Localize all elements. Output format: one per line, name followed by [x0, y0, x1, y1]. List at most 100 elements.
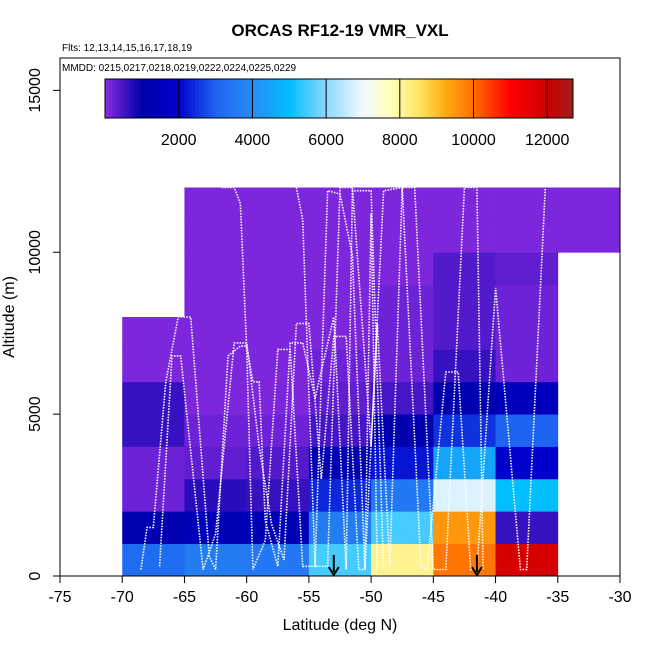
marker-arrow-head: [471, 566, 483, 577]
colorbar-segment: [227, 79, 232, 118]
flight-track-line: [140, 189, 385, 573]
colorbar-segment: [421, 79, 426, 118]
heatmap-cell: [495, 349, 559, 383]
x-tick-label: -60: [235, 589, 258, 606]
x-tick-label: -35: [546, 589, 569, 606]
colorbar-segment: [231, 79, 236, 118]
heatmap-cell: [184, 219, 248, 253]
heatmap-cell: [557, 219, 621, 253]
heatmap-cell: [495, 219, 559, 253]
colorbar-segment: [321, 79, 326, 118]
heatmap-cell: [184, 284, 248, 318]
colorbar-segment: [483, 79, 488, 118]
colorbar-segment: [238, 79, 243, 118]
colorbar-segment: [537, 79, 542, 118]
colorbar-segment: [137, 79, 142, 118]
colorbar-segment: [403, 79, 408, 118]
colorbar-segment: [475, 79, 480, 118]
colorbar-tick-label: 2000: [161, 132, 197, 149]
colorbar-segment: [511, 79, 516, 118]
heatmap-cell: [308, 543, 372, 577]
colorbar-segment: [223, 79, 228, 118]
colorbar-segment: [198, 79, 203, 118]
colorbar-segment: [519, 79, 524, 118]
colorbar-segment: [270, 79, 275, 118]
colorbar-segment: [457, 79, 462, 118]
colorbar-segment: [562, 79, 567, 118]
colorbar-segment: [105, 79, 110, 118]
colorbar-segment: [263, 79, 268, 118]
colorbar-segment: [544, 79, 549, 118]
heatmap-cell: [184, 414, 248, 447]
heatmap-cell: [308, 187, 372, 221]
colorbar-segment: [411, 79, 416, 118]
heatmap-cell: [495, 252, 559, 286]
colorbar-segment: [418, 79, 423, 118]
colorbar-segment: [529, 79, 534, 118]
flight-track-line: [158, 186, 547, 571]
colorbar-frame: [104, 78, 574, 119]
heatmap-cell: [495, 317, 559, 350]
colorbar-segment: [159, 79, 164, 118]
colorbar-segment: [436, 79, 441, 118]
colorbar-segment: [195, 79, 200, 118]
colorbar-segment: [450, 79, 455, 118]
colorbar-segment: [346, 79, 351, 118]
heatmap-cell: [122, 414, 185, 447]
colorbar-segment: [213, 79, 218, 118]
colorbar-segment: [306, 79, 311, 118]
colorbar-segment: [339, 79, 344, 118]
heatmap-cell: [246, 543, 310, 577]
colorbar: 2000 4000 6000 8000 10000 12000: [104, 78, 574, 149]
x-axis-label: Latitude (deg N): [283, 617, 398, 634]
heatmap-cell: [184, 543, 248, 577]
colorbar-segment: [112, 79, 117, 118]
flight-track-line: [221, 186, 379, 570]
heatmap-cell: [246, 414, 310, 447]
colorbar-segment: [220, 79, 225, 118]
x-tick-label: -55: [297, 589, 320, 606]
colorbar-segment: [173, 79, 178, 118]
heatmap-cell: [246, 478, 310, 512]
heatmap-cell: [246, 381, 310, 415]
colorbar-segment: [299, 79, 304, 118]
colorbar-segment: [162, 79, 167, 118]
flight-markers: [327, 554, 483, 577]
heatmap-cell: [495, 478, 559, 512]
heatmap-cell: [184, 252, 248, 286]
colorbar-segment: [515, 79, 520, 118]
x-tick-label: -40: [484, 589, 507, 606]
x-tick-label: -50: [360, 589, 383, 606]
heatmap-cell: [433, 543, 496, 577]
colorbar-segment: [508, 79, 513, 118]
colorbar-segment: [353, 79, 358, 118]
heatmap-cell: [495, 446, 559, 480]
heatmap-cell: [495, 187, 559, 221]
colorbar-segment: [443, 79, 448, 118]
x-tick-label: -70: [111, 589, 134, 606]
heatmap-cell: [184, 381, 248, 415]
heatmap-cell: [371, 543, 434, 577]
heatmap-cell: [184, 446, 248, 480]
colorbar-segment: [148, 79, 153, 118]
heatmap-cell: [495, 381, 559, 415]
heatmap-cell: [495, 511, 559, 545]
colorbar-segment: [234, 79, 239, 118]
heatmap-cell: [122, 349, 185, 383]
colorbar-segment: [133, 79, 138, 118]
colorbar-segment: [569, 79, 574, 118]
heatmap-cell: [184, 511, 248, 545]
y-axis: 0 5000 10000 15000: [27, 68, 60, 580]
colorbar-segment: [565, 79, 570, 118]
heatmap-cell: [246, 187, 310, 221]
heatmap-cell: [308, 284, 372, 318]
heatmap-cell: [122, 381, 185, 415]
colorbar-segment: [472, 79, 477, 118]
colorbar-segment: [389, 79, 394, 118]
chart-title: ORCAS RF12-19 VMR_VXL: [231, 21, 448, 40]
colorbar-segment: [166, 79, 171, 118]
colorbar-segment: [187, 79, 192, 118]
colorbar-segment: [382, 79, 387, 118]
heatmap-cell: [246, 284, 310, 318]
heatmap-cell: [184, 317, 248, 350]
